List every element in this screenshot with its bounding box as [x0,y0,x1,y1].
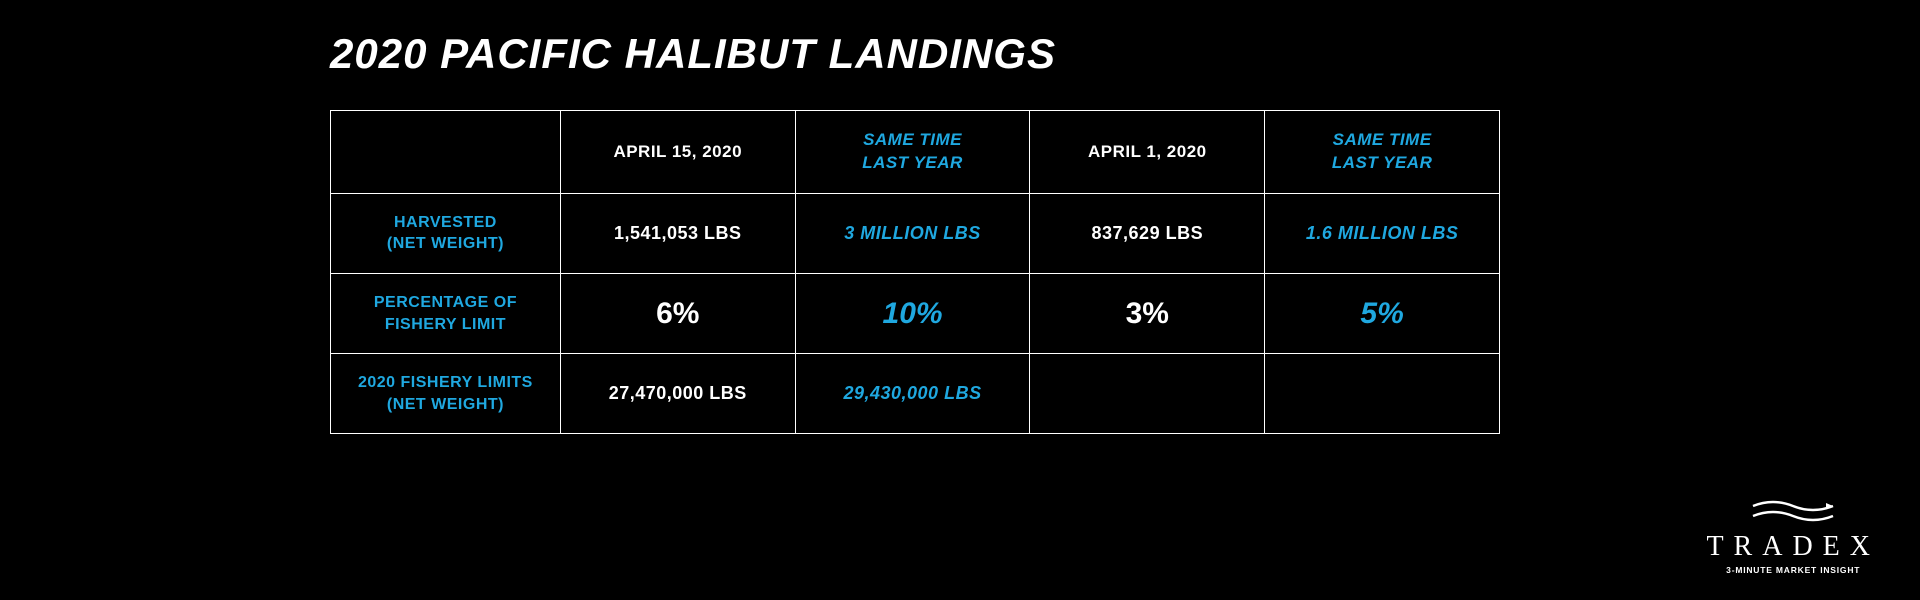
cell-harvested-c2: 3 MILLION LBS [795,193,1030,273]
header-text: LAST YEAR [862,153,963,172]
table-row: PERCENTAGE OF FISHERY LIMIT 6% 10% 3% 5% [331,274,1500,354]
header-text: SAME TIME [863,130,962,149]
cell-harvested-c1: 1,541,053 LBS [560,193,795,273]
table-row: 2020 FISHERY LIMITS (NET WEIGHT) 27,470,… [331,354,1500,434]
label-text: HARVESTED [394,214,497,231]
row-label-harvested: HARVESTED (NET WEIGHT) [331,193,561,273]
row-label-pct: PERCENTAGE OF FISHERY LIMIT [331,274,561,354]
cell-limits-c4 [1265,354,1500,434]
header-blank [331,111,561,194]
cell-pct-c2: 10% [795,274,1030,354]
label-text: (NET WEIGHT) [387,396,504,413]
header-text: LAST YEAR [1332,153,1433,172]
header-lastyear-1: SAME TIME LAST YEAR [795,111,1030,194]
wave-icon [1748,496,1838,524]
logo-tagline: 3-MINUTE MARKET INSIGHT [1706,565,1880,575]
logo-name: TRADEX [1706,531,1880,563]
tradex-logo: TRADEX 3-MINUTE MARKET INSIGHT [1706,496,1880,575]
cell-pct-c1: 6% [560,274,795,354]
cell-limits-c1: 27,470,000 LBS [560,354,795,434]
cell-pct-c4: 5% [1265,274,1500,354]
cell-harvested-c4: 1.6 MILLION LBS [1265,193,1500,273]
header-text: SAME TIME [1333,130,1432,149]
page-title: 2020 PACIFIC HALIBUT LANDINGS [330,30,1056,78]
landings-table: APRIL 15, 2020 SAME TIME LAST YEAR APRIL… [330,110,1500,434]
cell-pct-c3: 3% [1030,274,1265,354]
table-row: HARVESTED (NET WEIGHT) 1,541,053 LBS 3 M… [331,193,1500,273]
label-text: 2020 FISHERY LIMITS [358,374,533,391]
cell-harvested-c3: 837,629 LBS [1030,193,1265,273]
header-april1: APRIL 1, 2020 [1030,111,1265,194]
table-header-row: APRIL 15, 2020 SAME TIME LAST YEAR APRIL… [331,111,1500,194]
header-april15: APRIL 15, 2020 [560,111,795,194]
cell-limits-c2: 29,430,000 LBS [795,354,1030,434]
label-text: PERCENTAGE OF [374,294,517,311]
row-label-limits: 2020 FISHERY LIMITS (NET WEIGHT) [331,354,561,434]
label-text: (NET WEIGHT) [387,235,504,252]
cell-limits-c3 [1030,354,1265,434]
header-lastyear-2: SAME TIME LAST YEAR [1265,111,1500,194]
label-text: FISHERY LIMIT [385,316,506,333]
